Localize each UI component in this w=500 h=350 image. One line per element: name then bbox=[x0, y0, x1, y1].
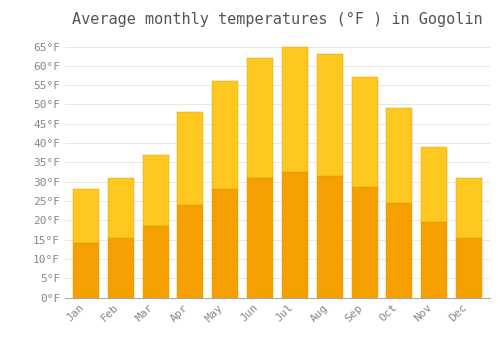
Bar bbox=[282, 47, 308, 172]
Bar bbox=[282, 172, 308, 298]
Bar bbox=[212, 81, 238, 189]
Bar bbox=[352, 77, 378, 188]
Bar bbox=[386, 203, 412, 298]
Bar bbox=[421, 147, 448, 222]
Bar bbox=[73, 244, 99, 298]
Bar bbox=[352, 188, 378, 298]
Bar bbox=[247, 178, 273, 298]
Bar bbox=[421, 222, 448, 298]
Bar bbox=[316, 176, 343, 298]
Bar bbox=[456, 238, 482, 298]
Bar bbox=[178, 112, 204, 205]
Bar bbox=[456, 178, 482, 238]
Bar bbox=[73, 189, 99, 244]
Bar bbox=[212, 189, 238, 298]
Bar bbox=[108, 238, 134, 298]
Bar bbox=[142, 155, 169, 226]
Bar bbox=[178, 205, 204, 298]
Bar bbox=[247, 58, 273, 178]
Bar bbox=[316, 54, 343, 176]
Bar bbox=[142, 226, 169, 298]
Bar bbox=[108, 178, 134, 238]
Title: Average monthly temperatures (°F ) in Gogolin: Average monthly temperatures (°F ) in Go… bbox=[72, 12, 483, 27]
Bar bbox=[386, 108, 412, 203]
